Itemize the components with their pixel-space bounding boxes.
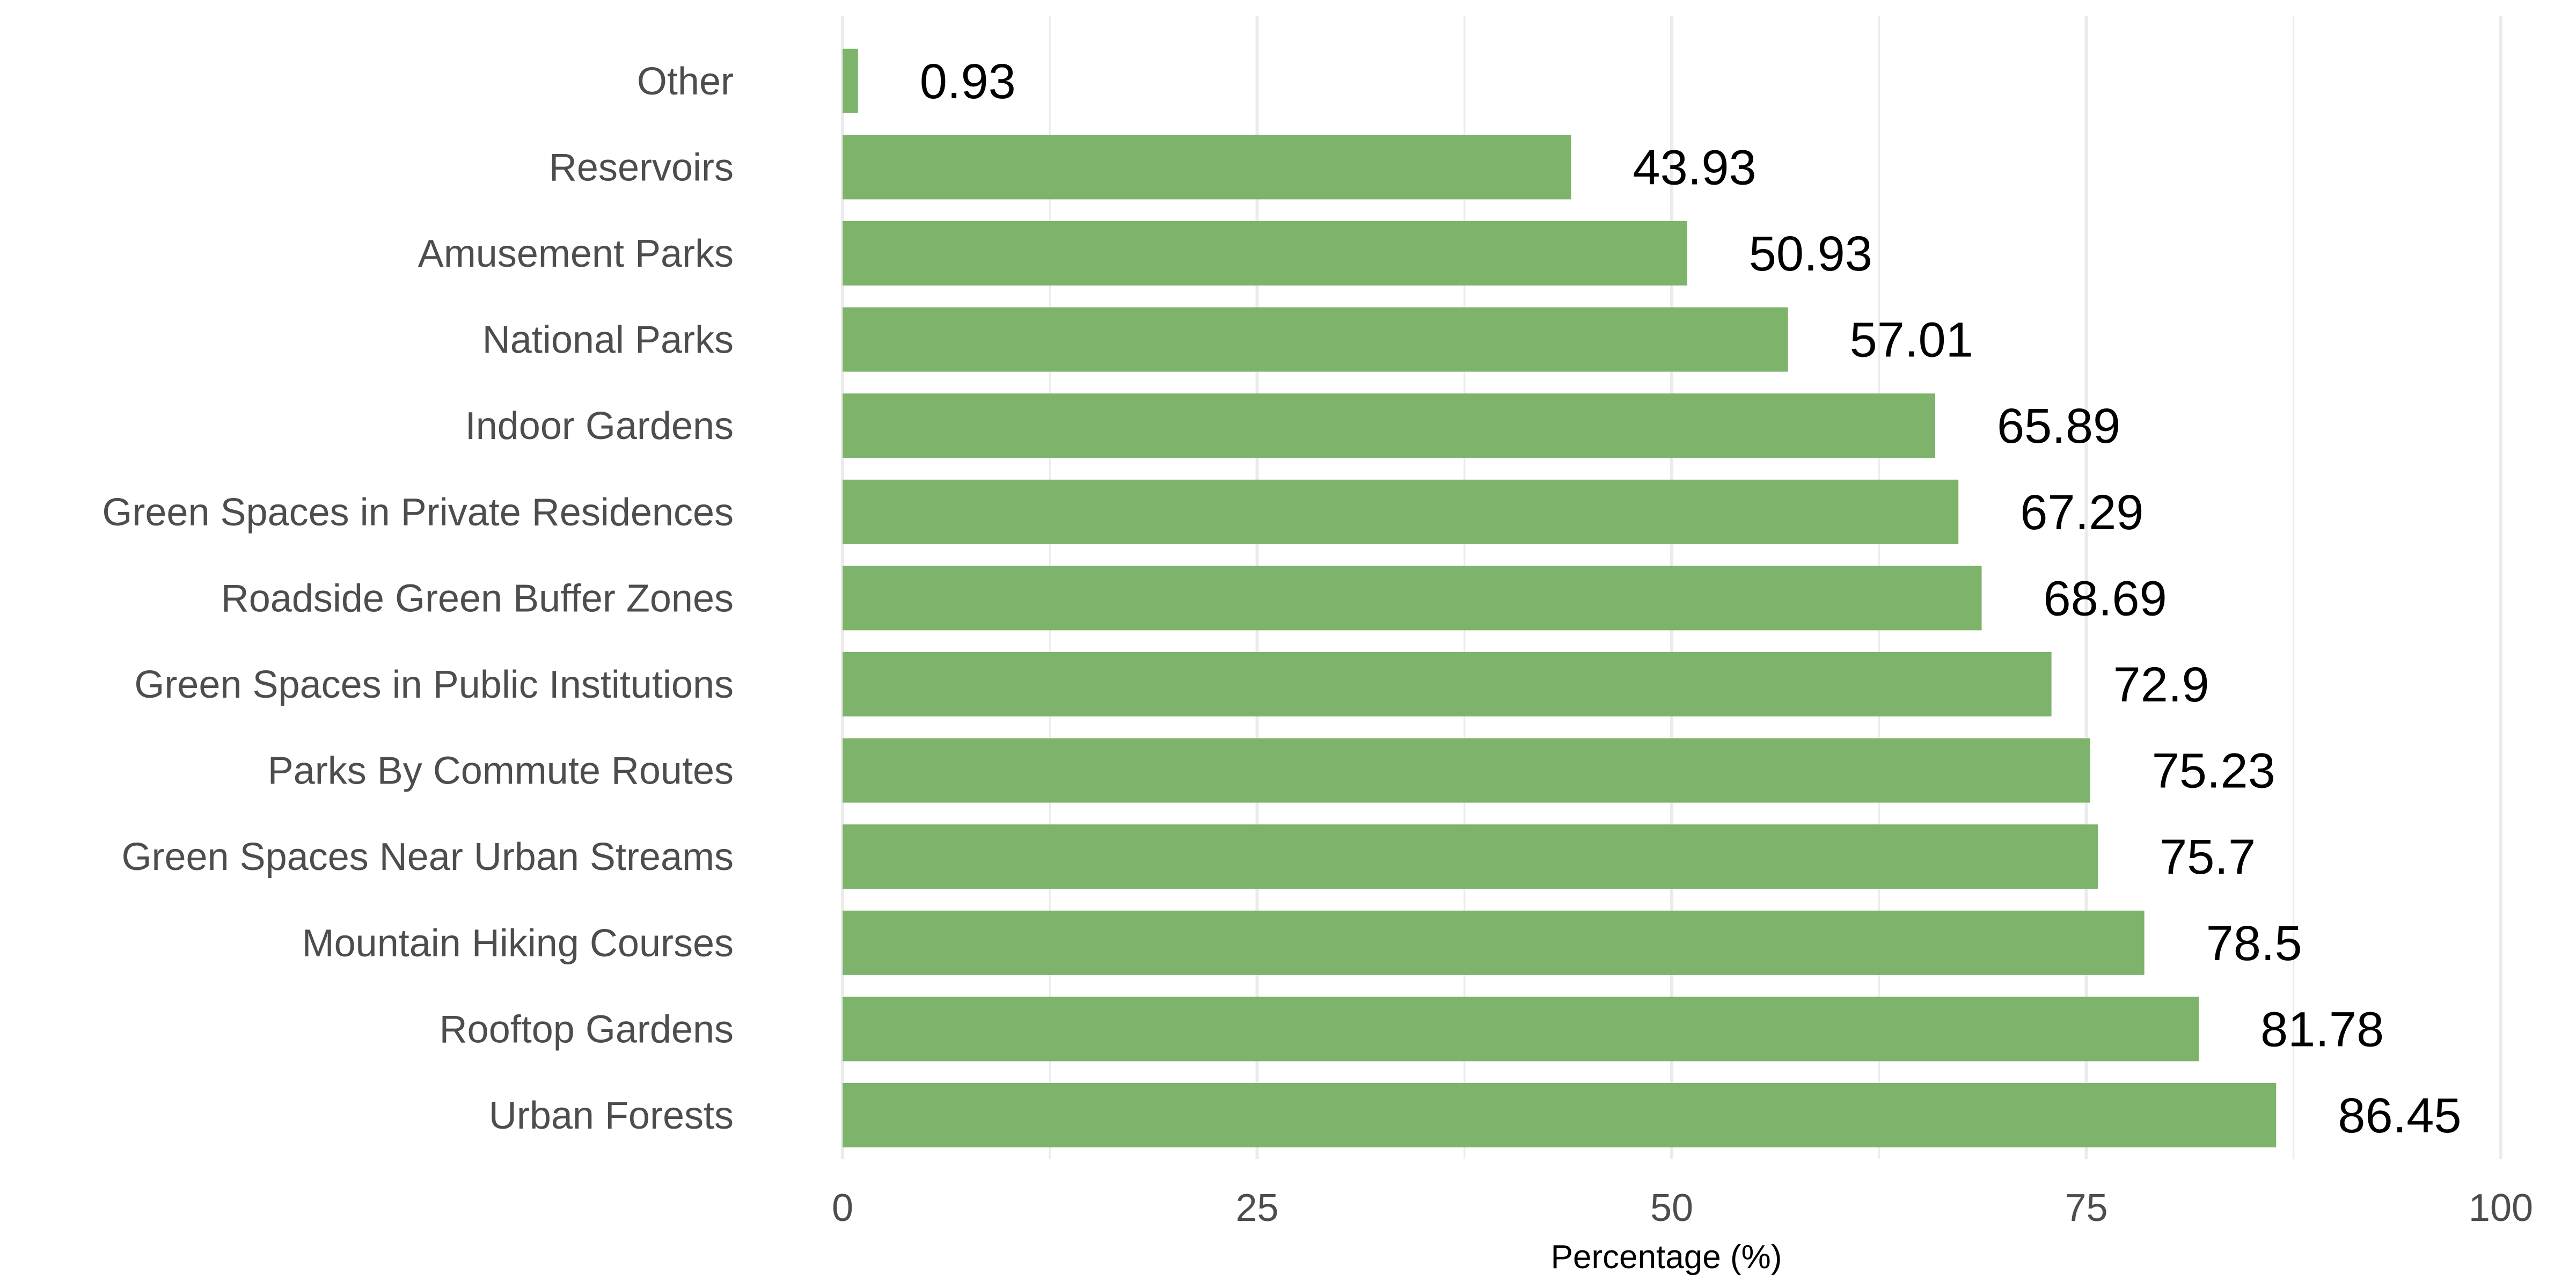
category-label: Reservoirs <box>549 146 734 189</box>
value-label: 72.9 <box>2113 657 2209 712</box>
bar <box>843 479 1959 544</box>
category-label: Other <box>637 60 734 103</box>
bar <box>843 652 2052 716</box>
value-label: 68.69 <box>2044 571 2167 626</box>
value-label: 0.93 <box>920 54 1016 109</box>
x-axis-title: Percentage (%) <box>1551 1239 1782 1276</box>
bar <box>843 824 2098 889</box>
value-label: 81.78 <box>2260 1002 2384 1057</box>
bar <box>843 997 2199 1062</box>
x-tick-label: 100 <box>2469 1187 2533 1230</box>
value-label: 50.93 <box>1749 226 1872 281</box>
bar <box>843 910 2145 975</box>
category-labels: Urban Forests Rooftop Gardens Mountain Hik… <box>102 60 734 1137</box>
value-label: 67.29 <box>2020 485 2143 540</box>
category-label: Parks By Commute Routes <box>268 750 734 793</box>
x-tick-labels: 0 25 50 75 100 <box>832 1187 2533 1230</box>
value-label: 75.7 <box>2160 830 2256 884</box>
bars <box>843 48 2277 1147</box>
category-label: Indoor Gardens <box>465 405 734 448</box>
bar <box>843 135 1571 200</box>
bar <box>843 1083 2277 1147</box>
category-label: Roadside Green Buffer Zones <box>221 577 734 620</box>
bar <box>843 738 2090 803</box>
category-label: National Parks <box>482 319 734 362</box>
bar <box>843 566 1982 631</box>
bar <box>843 393 1936 458</box>
value-labels: 86.45 81.78 78.5 75.7 75.23 72.9 68.69 67.29 65.… <box>920 54 2462 1143</box>
category-label: Rooftop Gardens <box>440 1008 734 1051</box>
bar <box>843 307 1788 372</box>
value-label: 43.93 <box>1633 140 1756 195</box>
category-label: Urban Forests <box>489 1094 734 1137</box>
category-label: Green Spaces Near Urban Streams <box>121 836 734 879</box>
value-label: 65.89 <box>1997 399 2120 453</box>
x-tick-label: 50 <box>1650 1187 1693 1230</box>
category-label: Amusement Parks <box>418 232 734 275</box>
bar <box>843 48 858 113</box>
value-label: 86.45 <box>2338 1088 2461 1143</box>
category-label: Mountain Hiking Courses <box>302 922 734 965</box>
bar <box>843 221 1687 286</box>
x-tick-label: 0 <box>832 1187 853 1230</box>
x-tick-label: 75 <box>2065 1187 2107 1230</box>
x-tick-label: 25 <box>1235 1187 1278 1230</box>
value-label: 78.5 <box>2206 916 2302 971</box>
category-label: Green Spaces in Private Residences <box>102 491 734 534</box>
category-label: Green Spaces in Public Institutions <box>134 663 734 706</box>
value-label: 75.23 <box>2152 744 2275 799</box>
value-label: 57.01 <box>1850 313 1973 368</box>
